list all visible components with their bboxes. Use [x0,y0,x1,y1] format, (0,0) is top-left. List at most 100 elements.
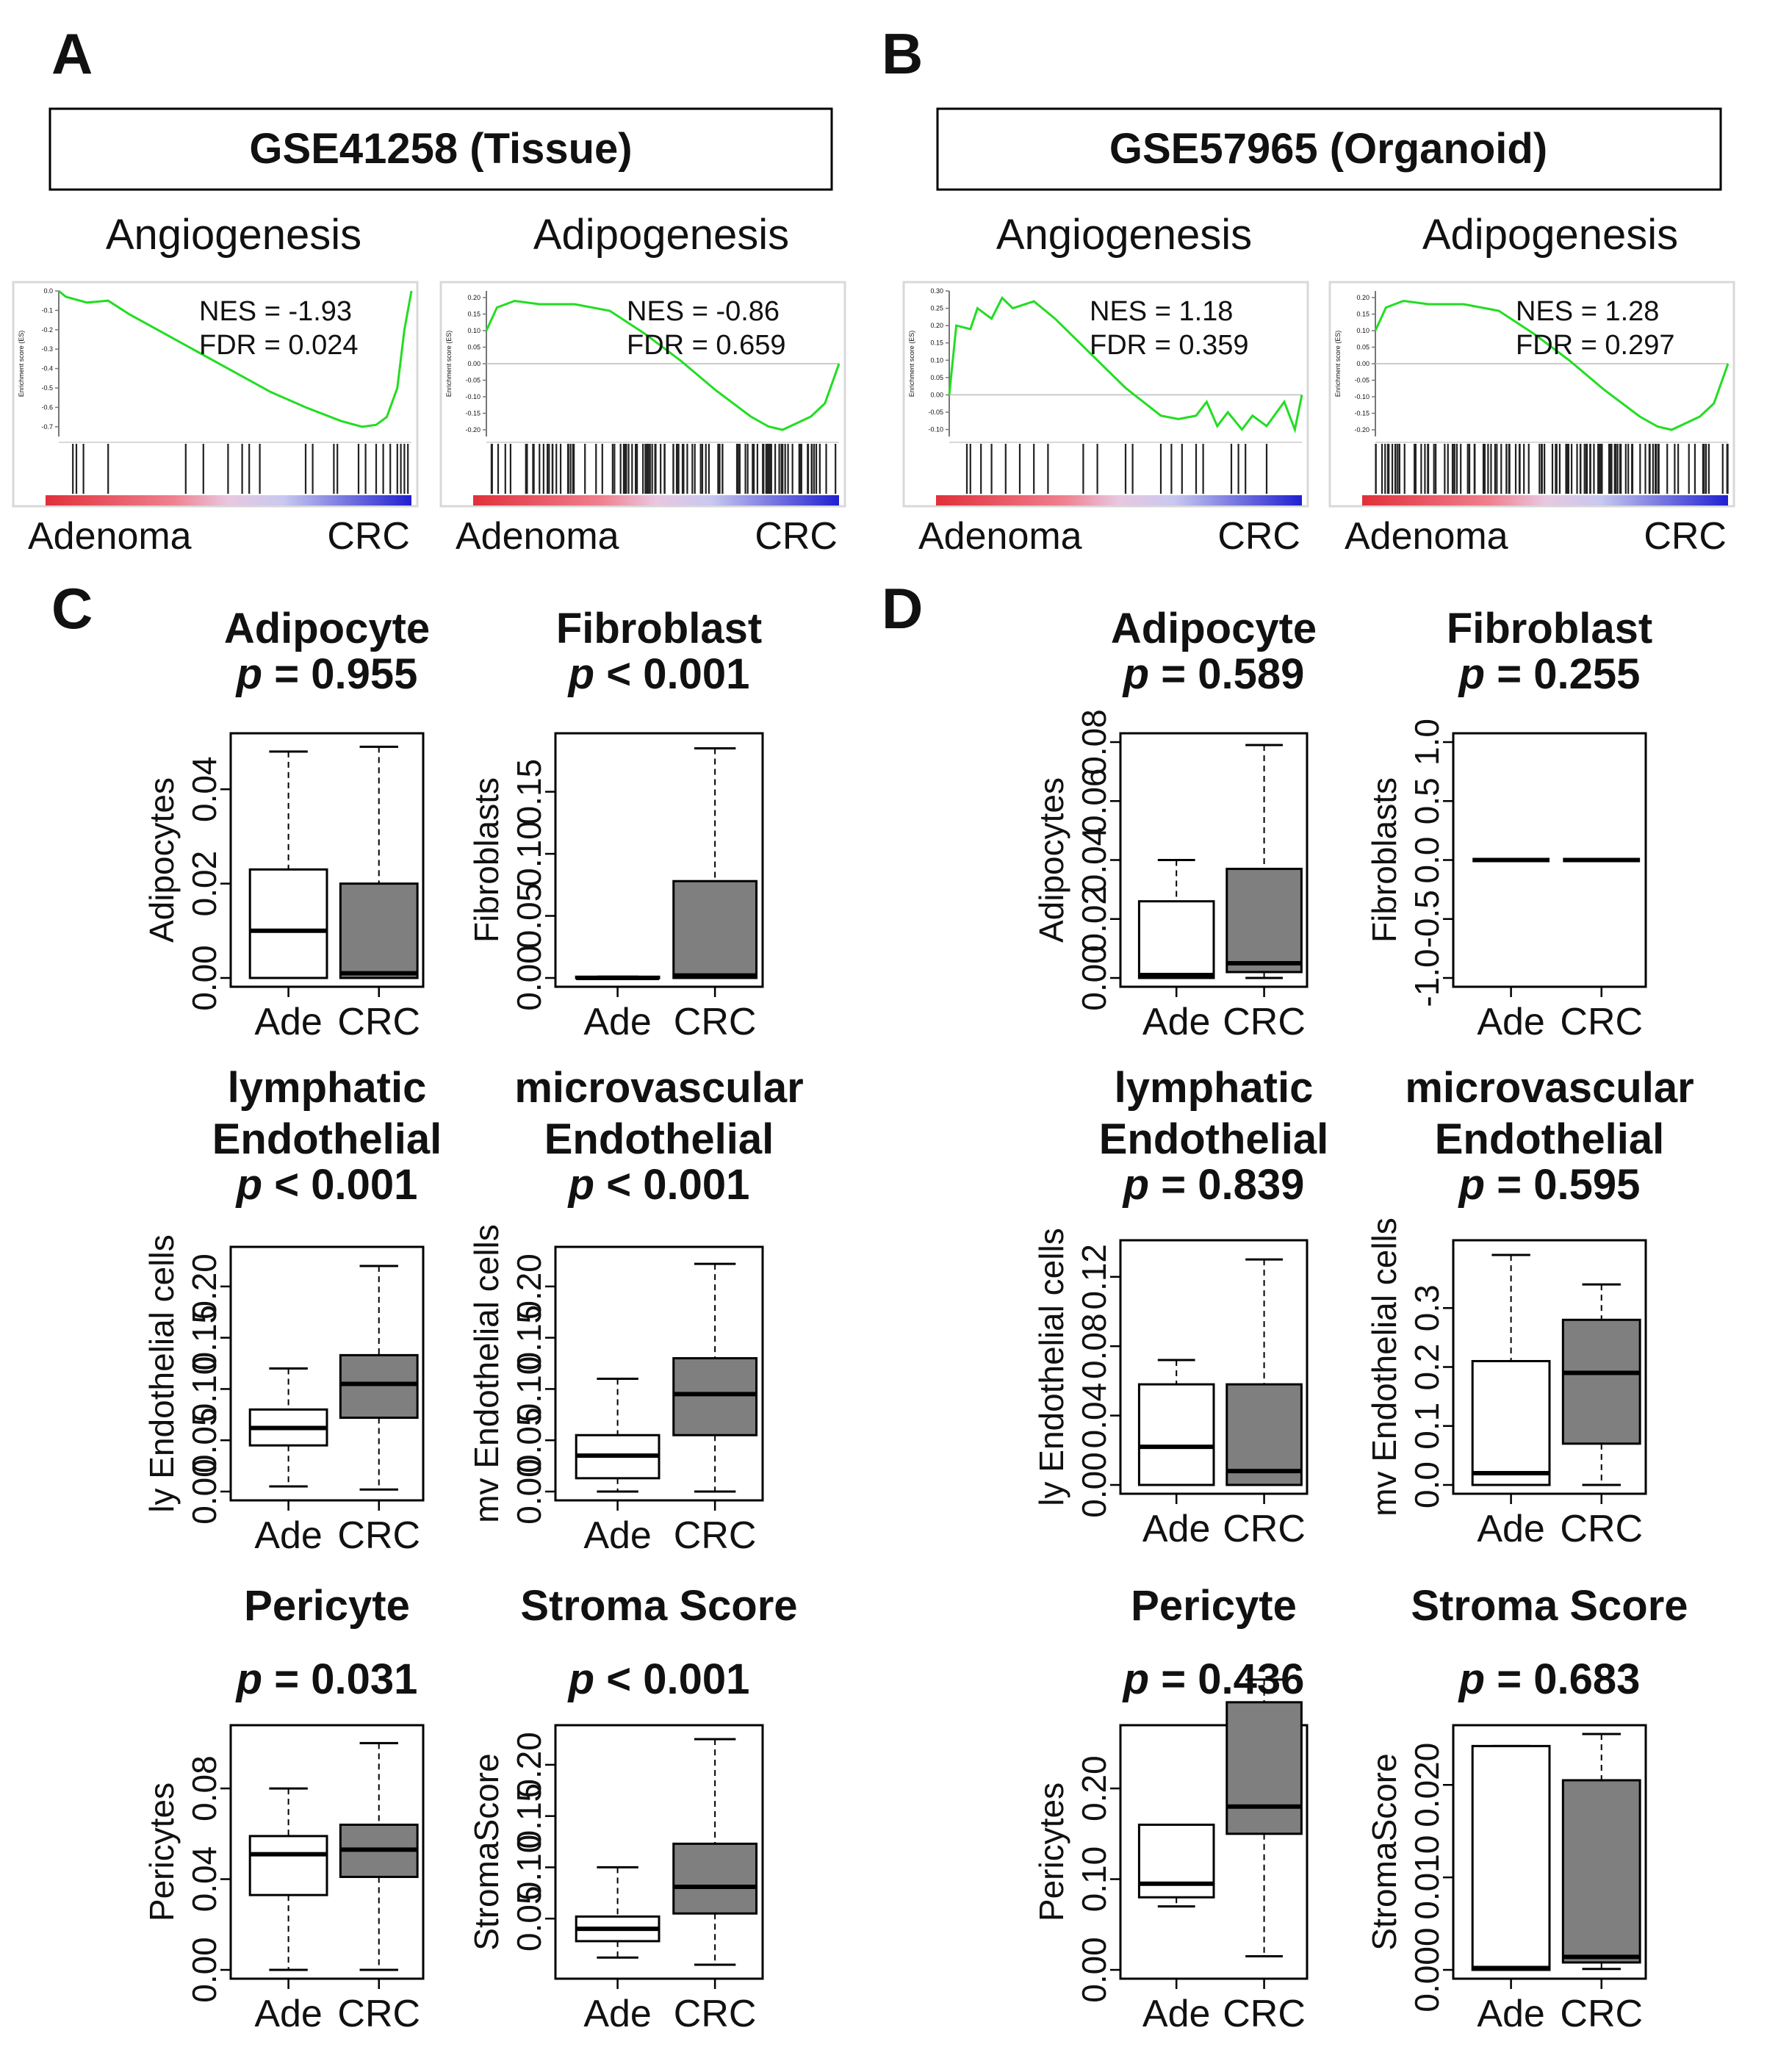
p-value-text: < 0.001 [594,1655,749,1703]
boxplot-ytick-label: 0.10 [185,1356,223,1422]
boxplot-ytick-label: 0.10 [510,1835,548,1901]
p-symbol: p [235,650,262,698]
boxplot-ytick-label: 0.15 [185,1305,223,1371]
boxplot-category-label: CRC [337,1514,420,1557]
boxplot-category-label: Ade [1142,1001,1211,1043]
gsea-xlabel-left: Adenoma [28,515,192,558]
p-symbol: p [567,1161,594,1209]
p-value-text: < 0.001 [594,1161,749,1209]
boxplot-title-line: Endothelial [544,1115,774,1163]
gsea-ytick-label: -0.3 [41,345,53,353]
boxplot-category-label: CRC [674,1993,757,2035]
boxplot-ytick-label: 0.10 [510,821,548,887]
boxplot-ytick-label: 0.04 [1075,827,1113,893]
gsea-fdr: FDR = 0.359 [1090,330,1249,361]
boxplot-box-crc [1225,1383,1303,1486]
p-value-text: = 0.589 [1149,650,1304,698]
gsea-ytick-label: -0.20 [1354,426,1370,434]
boxplot-ytick-label: 0.00 [1075,945,1113,1011]
boxplot-category-label: CRC [1560,1001,1643,1043]
boxplot-ytick-label: 0.15 [510,1783,548,1849]
boxplot-box-ade [1137,1383,1215,1486]
boxplot-ylabel: Pericytes [143,1783,181,1921]
dataset-title-b: GSE57965 (Organoid) [1109,125,1547,173]
gsea-ylabel: Enrichment score (ES) [445,331,453,398]
boxplot-category-label: Ade [1477,1993,1545,2035]
gsea-ranking-bar [46,495,411,506]
boxplot-ytick-label: 0.02 [1075,886,1113,952]
panel-letter-a: A [51,21,93,86]
boxplot-p-value: p = 0.683 [1458,1655,1641,1703]
boxplot-ytick-label: -1.0 [1408,949,1446,1007]
boxplot-ytick-label: 0.00 [510,945,548,1011]
boxplot-box-crc [672,879,758,979]
p-value-text: = 0.955 [262,650,417,698]
gsea-ytick-label: 0.00 [1356,360,1370,367]
p-value-text: = 0.255 [1485,650,1640,698]
boxplot-ytick-label: 0.04 [185,1846,223,1913]
boxplot-ytick-label: 0.10 [510,1356,548,1422]
boxplot-ytick-label: 0.000 [1408,1927,1446,2012]
gsea-ylabel: Enrichment score (ES) [18,331,25,398]
boxplot-title-line: Adipocyte [224,605,430,652]
boxplot-category-label: CRC [1223,1001,1306,1043]
gsea-ranking-bar [936,495,1302,506]
boxplot-p-value: p = 0.255 [1458,650,1641,698]
boxplot-ylabel: StromaScore [1365,1753,1403,1950]
boxplot-c-stroma-score: Stroma Score p < 0.001 0.050.100.150.20Str… [467,1582,798,2035]
p-symbol: p [1122,1655,1149,1703]
p-value-text: < 0.001 [594,650,749,698]
gsea-ranking-bar [473,495,839,506]
gsea-ytick-label: 0.05 [930,374,943,381]
boxplot-p-value: p < 0.001 [567,1655,750,1703]
boxplot-ytick-label: 0.04 [1075,1383,1113,1449]
boxplot-title-line: Adipocyte [1111,605,1317,652]
gsea-title: Angiogenesis [996,211,1252,259]
gsea-ytick-label: -0.10 [928,426,943,434]
boxplot-ytick-label: 0.08 [1075,1313,1113,1379]
boxplot-ytick-label: 0.10 [1075,1846,1113,1913]
gsea-ytick-label: 0.05 [1356,344,1370,351]
boxplot-p-value: p = 0.955 [235,650,418,698]
boxplot-ytick-label: 0.00 [1075,1452,1113,1518]
gsea-xlabel-right: CRC [1644,515,1727,558]
gsea-plot-b-adipogenesis: Adipogenesis 0.20 0.15 0.10 0.05 0.00 -0.05 -0.… [1328,211,1735,558]
p-value-text: = 0.595 [1485,1161,1640,1209]
boxplot-ytick-label: 0.20 [1075,1755,1113,1821]
gsea-ytick-label: 0.20 [467,294,481,301]
boxplot-ytick-label: 1.0 [1408,719,1446,766]
gsea-ytick-label: -0.10 [1354,393,1370,400]
gsea-ytick-label: 0.10 [1356,327,1370,334]
boxplot-category-label: Ade [583,1001,652,1043]
boxplot-ytick-label: 0.00 [185,945,223,1011]
boxplot-p-value: p = 0.839 [1122,1161,1305,1209]
gsea-ytick-label: 0.00 [930,391,943,398]
gsea-enrichment-curve [1374,299,1730,431]
p-symbol: p [235,1161,262,1209]
gsea-title: Angiogenesis [106,211,361,259]
boxplot-box-ade [248,1835,328,1896]
boxplot-ytick-label: 0.3 [1408,1284,1446,1331]
gsea-ytick-label: -0.15 [465,410,481,417]
panel-letter-c: C [51,576,93,641]
gsea-ylabel: Enrichment score (ES) [1334,331,1342,398]
boxplot-box-crc [1561,1318,1641,1445]
gsea-nes: NES = 1.18 [1090,296,1233,327]
boxplot-ytick-label: 0.06 [1075,768,1113,834]
boxplot-ytick-label: 0.00 [510,1458,548,1525]
boxplot-ytick-label: 0.20 [185,1253,223,1320]
gsea-xlabel-left: Adenoma [456,515,619,558]
boxplot-ytick-label: 0.05 [510,1407,548,1473]
gsea-ytick-label: -0.05 [928,409,943,416]
boxplot-title-line: Stroma Score [1411,1582,1688,1630]
boxplot-ytick-label: 0.12 [1075,1244,1113,1310]
gsea-fdr: FDR = 0.659 [627,330,786,361]
boxplot-category-label: CRC [1223,1508,1306,1550]
gsea-ytick-label: 0.30 [930,287,943,295]
